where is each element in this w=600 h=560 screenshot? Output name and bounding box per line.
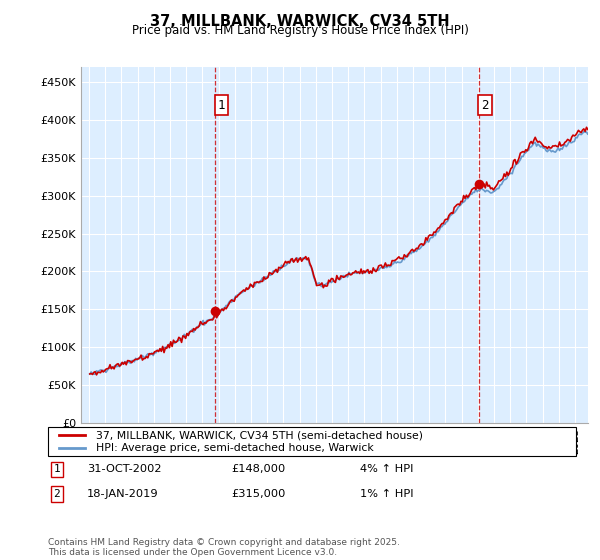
Text: 4% ↑ HPI: 4% ↑ HPI bbox=[360, 464, 413, 474]
Text: 1% ↑ HPI: 1% ↑ HPI bbox=[360, 489, 413, 499]
Text: 2: 2 bbox=[481, 99, 488, 111]
Text: £315,000: £315,000 bbox=[231, 489, 286, 499]
Text: 1: 1 bbox=[218, 99, 225, 111]
Text: 37, MILLBANK, WARWICK, CV34 5TH (semi-detached house): 37, MILLBANK, WARWICK, CV34 5TH (semi-de… bbox=[95, 431, 422, 440]
Text: 37, MILLBANK, WARWICK, CV34 5TH: 37, MILLBANK, WARWICK, CV34 5TH bbox=[150, 14, 450, 29]
Text: 1: 1 bbox=[53, 464, 61, 474]
Text: HPI: Average price, semi-detached house, Warwick: HPI: Average price, semi-detached house,… bbox=[95, 444, 373, 453]
Text: Price paid vs. HM Land Registry's House Price Index (HPI): Price paid vs. HM Land Registry's House … bbox=[131, 24, 469, 37]
Text: Contains HM Land Registry data © Crown copyright and database right 2025.
This d: Contains HM Land Registry data © Crown c… bbox=[48, 538, 400, 557]
Text: 31-OCT-2002: 31-OCT-2002 bbox=[87, 464, 161, 474]
Text: 18-JAN-2019: 18-JAN-2019 bbox=[87, 489, 158, 499]
Text: £148,000: £148,000 bbox=[231, 464, 285, 474]
Text: 2: 2 bbox=[53, 489, 61, 499]
